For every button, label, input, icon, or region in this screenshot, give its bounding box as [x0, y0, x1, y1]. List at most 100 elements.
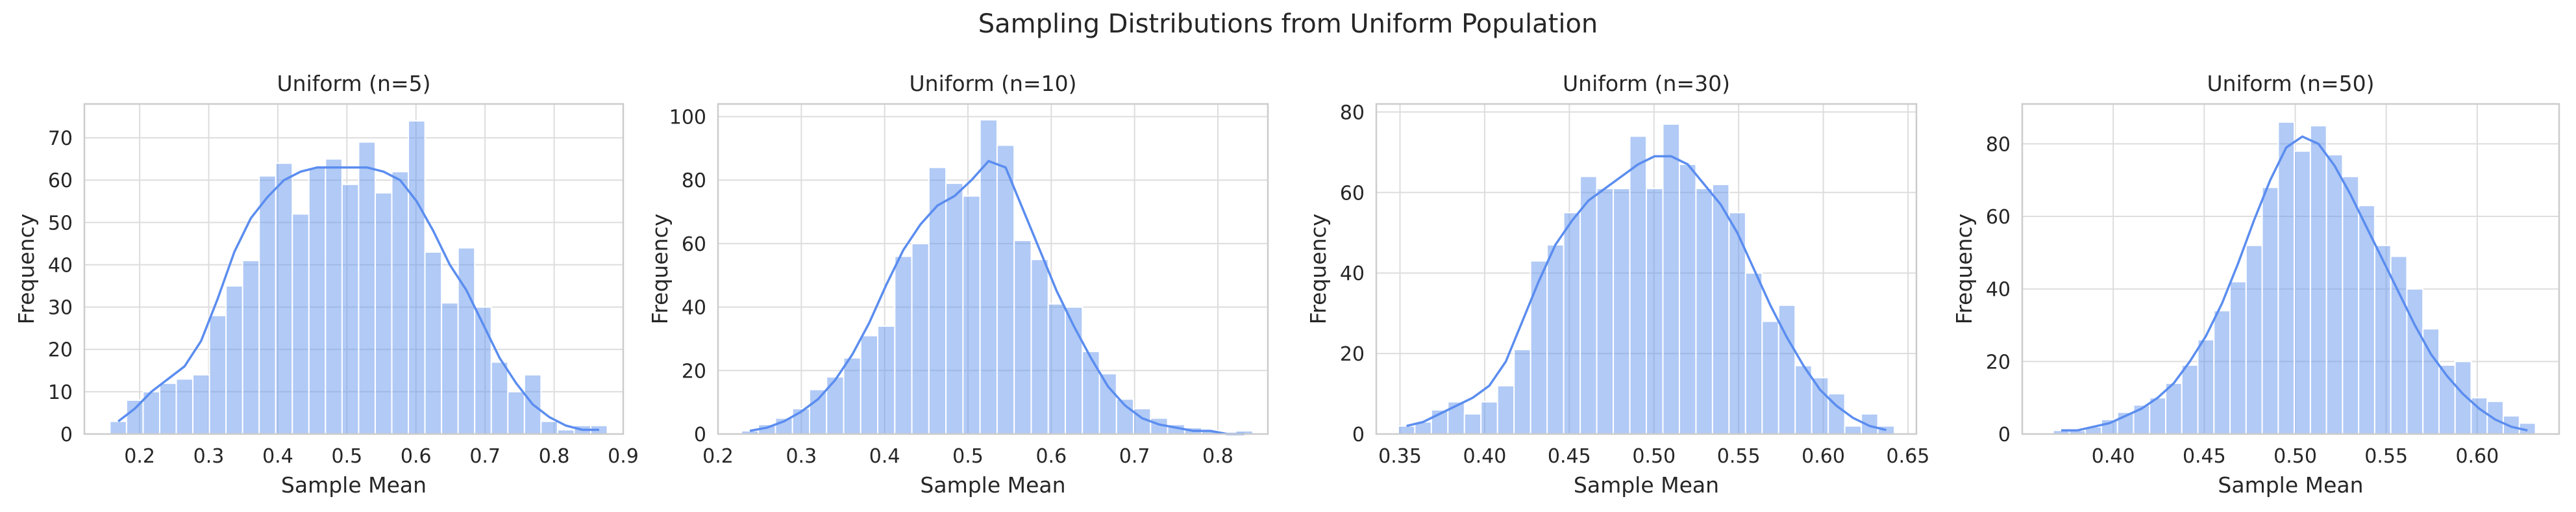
histogram-bar [1844, 425, 1863, 435]
y-tick-label: 30 [48, 297, 73, 320]
y-tick-label: 0 [1998, 424, 2011, 446]
histogram-bar [894, 255, 913, 435]
histogram-bar [192, 374, 210, 435]
histogram-bar [341, 183, 360, 435]
y-tick-label: 0 [1352, 424, 1365, 446]
y-tick-label: 80 [1986, 133, 2011, 156]
x-tick-label: 0.3 [193, 445, 225, 468]
histogram-bar [1711, 183, 1730, 435]
x-tick-label: 0.4 [869, 445, 900, 468]
histogram-bar [2229, 281, 2247, 435]
histogram-bar [2197, 339, 2215, 435]
x-tick-label: 0.50 [1632, 445, 1676, 468]
y-tick-label: 70 [48, 127, 73, 150]
kde-line [749, 160, 1245, 435]
histogram-bar [109, 420, 127, 435]
x-tick-label: 0.55 [2364, 445, 2408, 468]
y-tick-label: 60 [48, 170, 73, 192]
histogram-bar [374, 192, 393, 435]
histogram-bar [1579, 175, 1598, 435]
x-tick-label: 0.4 [262, 445, 293, 468]
x-tick-label: 0.40 [2092, 445, 2135, 468]
histogram-bar [2181, 364, 2199, 435]
x-tick-label: 0.3 [786, 445, 817, 468]
histogram-bar [2277, 121, 2296, 435]
y-tick-label: 0 [60, 424, 73, 446]
chart-panel-3: 0.35 0.40 0.45 0.50 0.55 0.60 0.65 0 20 40 60 80 Uni… [1306, 71, 1929, 498]
y-tick-label: 40 [682, 297, 706, 320]
chart-panel-4: 0.40 0.45 0.50 0.55 0.60 0 20 40 60 80 Uniform (n=… [1951, 71, 2560, 498]
histogram-bar [408, 120, 426, 435]
y-tick-label: 80 [1340, 101, 1365, 124]
y-tick-label: 100 [669, 107, 706, 129]
histogram-bar [1463, 413, 1482, 435]
histogram-bar [242, 259, 260, 435]
histogram-bar [1662, 123, 1680, 435]
histogram-bar [275, 162, 293, 435]
y-tick-label: 60 [682, 233, 706, 256]
x-tick-label: 0.40 [1463, 445, 1507, 468]
y-tick-label: 50 [48, 212, 73, 235]
y-tick-label: 10 [48, 381, 73, 404]
histogram-bar [325, 158, 343, 435]
y-axis-label: Frequency [1951, 214, 1977, 324]
histogram-bar [2149, 397, 2167, 435]
histogram-bar [2245, 244, 2263, 435]
kde-line [1406, 155, 1887, 431]
histogram-bar [258, 175, 277, 435]
x-tick-label: 0.65 [1887, 445, 1930, 468]
y-tick-label: 80 [682, 170, 706, 192]
histogram-bar [1530, 260, 1548, 435]
y-tick-label: 60 [1340, 182, 1365, 205]
chart-title: Uniform (n=50) [2207, 71, 2375, 96]
histogram-bar [2325, 154, 2344, 435]
histogram-bar [2261, 186, 2279, 435]
histogram-bar [391, 171, 410, 435]
histogram-bar [2294, 150, 2311, 435]
histogram-bar [1695, 188, 1713, 435]
histogram-bar [1744, 272, 1763, 435]
y-tick-label: 60 [1986, 206, 2011, 229]
histogram-bar [1496, 385, 1515, 435]
histogram-bar [1397, 425, 1416, 435]
x-axis-label: Sample Mean [1574, 472, 1719, 498]
kde-line [2061, 135, 2528, 432]
y-tick-label: 40 [1986, 279, 2011, 301]
x-tick-label: 0.5 [331, 445, 362, 468]
histogram-bar [1646, 188, 1664, 435]
histogram-bar [1827, 393, 1846, 435]
histogram-bar [962, 195, 981, 435]
histogram-bar [208, 314, 227, 435]
kde-line [118, 166, 599, 431]
x-axis-label: Sample Mean [920, 472, 1065, 498]
histogram-bar [225, 285, 243, 435]
histogram-bar [1082, 351, 1100, 435]
y-tick-label: 20 [682, 360, 706, 383]
histogram-bar [291, 213, 310, 435]
histogram-bar [175, 378, 194, 435]
y-tick-label: 40 [48, 254, 73, 277]
histogram-bar [490, 361, 509, 435]
histogram-bar [928, 166, 947, 435]
histogram-bar [308, 166, 327, 435]
histogram-bar [2213, 310, 2231, 435]
x-tick-label: 0.60 [2455, 445, 2499, 468]
histogram-bar [441, 302, 459, 435]
histogram-bar [540, 420, 558, 435]
y-tick-label: 20 [1986, 351, 2011, 374]
x-tick-label: 0.55 [1717, 445, 1761, 468]
histogram-bar [1546, 244, 1565, 435]
x-tick-label: 0.2 [124, 445, 155, 468]
y-axis-label: Frequency [14, 214, 39, 324]
y-tick-label: 20 [1340, 343, 1365, 366]
plot-frame [83, 103, 625, 435]
histogram-bar [1811, 377, 1829, 435]
histogram-bar [1480, 401, 1498, 435]
x-tick-label: 0.5 [952, 445, 984, 468]
histogram-bar [1761, 320, 1779, 435]
y-tick-label: 0 [694, 424, 706, 446]
histogram-bar [1513, 348, 1531, 435]
x-tick-label: 0.45 [2183, 445, 2226, 468]
histogram-bar [911, 242, 930, 435]
y-tick-label: 40 [1340, 262, 1365, 285]
